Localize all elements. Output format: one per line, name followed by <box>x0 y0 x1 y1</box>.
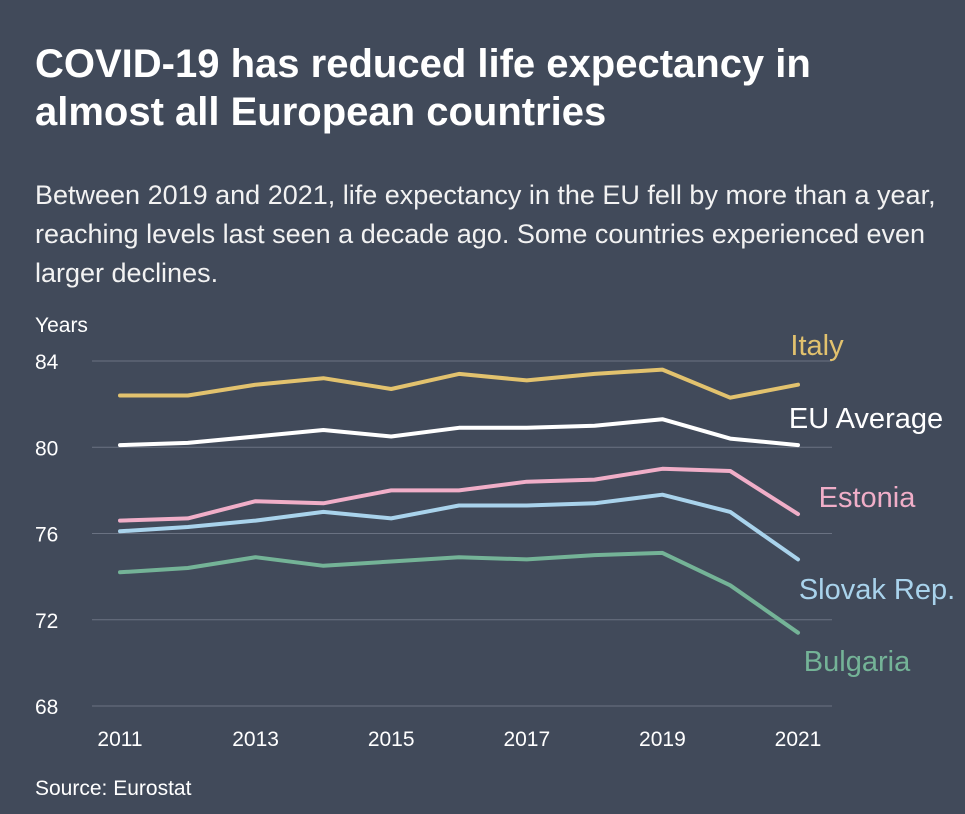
x-tick-label-2021: 2021 <box>775 728 822 751</box>
gridlines <box>92 360 832 707</box>
series-line-eu-average <box>118 417 800 448</box>
x-tick-label-2019: 2019 <box>639 728 686 751</box>
y-tick-label-72: 72 <box>35 610 58 633</box>
series-line-bulgaria <box>118 550 800 635</box>
x-tick-label-2017: 2017 <box>503 728 550 751</box>
chart-subtitle: Between 2019 and 2021, life expectancy i… <box>35 180 936 288</box>
y-axis-ticks: 84 80 76 72 68 <box>35 351 59 719</box>
series-lines <box>118 367 800 635</box>
y-tick-label-84: 84 <box>35 351 59 374</box>
series-line-slovak-rep <box>118 492 800 562</box>
series-label-italy: Italy <box>790 330 844 362</box>
series-label-estonia: Estonia <box>819 482 917 514</box>
series-label-eu-average: EU Average <box>789 403 943 435</box>
x-tick-label-2015: 2015 <box>368 728 415 751</box>
y-tick-label-76: 76 <box>35 524 58 547</box>
x-axis-ticks: 2011 2013 2015 2017 2019 2021 <box>97 728 821 751</box>
series-line-italy <box>118 367 800 400</box>
series-label-bulgaria: Bulgaria <box>804 646 911 678</box>
y-axis-label: Years <box>35 314 88 337</box>
x-tick-label-2011: 2011 <box>97 728 142 751</box>
series-line-estonia <box>118 466 800 523</box>
chart-title: COVID-19 has reduced life expectancy in … <box>35 42 811 134</box>
y-tick-label-68: 68 <box>35 696 58 719</box>
x-tick-label-2013: 2013 <box>232 728 279 751</box>
y-tick-label-80: 80 <box>35 437 58 460</box>
source-note: Source: Eurostat <box>35 777 192 800</box>
series-labels: Italy EU Average Estonia Slovak Rep. Bulgari… <box>789 330 955 678</box>
series-label-slovak-rep: Slovak Rep. <box>799 574 955 606</box>
